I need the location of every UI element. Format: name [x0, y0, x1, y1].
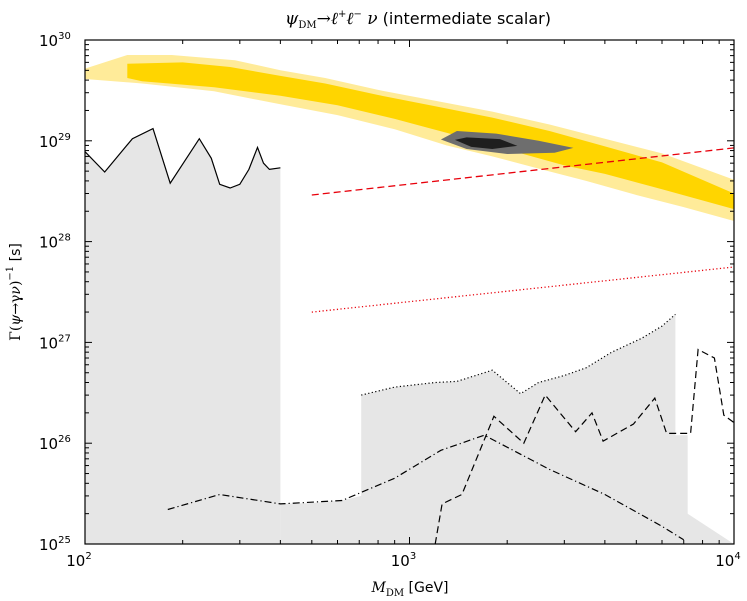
series-red-dotted: [311, 266, 734, 313]
axis-ticks: [84, 39, 735, 545]
y-tick-label: 1025: [39, 535, 71, 554]
excluded-region-right: [280, 314, 734, 544]
x-tick-label: 102: [66, 551, 91, 570]
band-contour-inner: [454, 137, 518, 149]
series-red-dashed: [311, 147, 734, 196]
series-left-solid: [85, 127, 281, 189]
x-tick-label: 103: [391, 551, 416, 570]
series-dashdot-black: [167, 434, 685, 541]
y-tick-label: 1026: [39, 434, 71, 453]
y-axis-label: Γ(ψ→γν)−1 [s]: [5, 243, 24, 341]
band-inner: [127, 62, 734, 210]
y-tick-label: 1030: [39, 31, 71, 50]
chart-title: ψDM→ℓ+ℓ− ν (intermediate scalar): [285, 9, 551, 31]
band-outer: [85, 55, 734, 221]
series-dashed-black: [434, 348, 734, 544]
y-tick-label: 1029: [39, 132, 71, 151]
plot-area: [85, 55, 734, 544]
tick-labels: 102 103 104 1025 1026 1027 1028 1029 1030: [39, 31, 741, 570]
excluded-region-left: [85, 128, 281, 544]
y-tick-label: 1027: [39, 333, 71, 352]
x-axis-label: MDM [GeV]: [370, 580, 448, 599]
y-tick-label: 1028: [39, 233, 71, 252]
x-tick-label: 104: [715, 551, 740, 570]
